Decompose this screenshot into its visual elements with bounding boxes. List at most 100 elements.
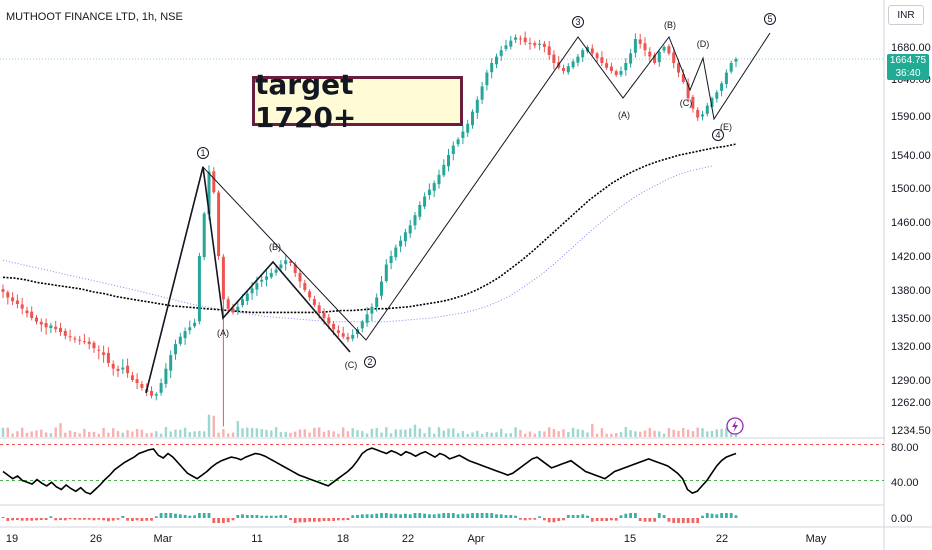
lightning-icon[interactable] xyxy=(726,417,744,435)
histogram-bar xyxy=(413,513,417,518)
volume-bar xyxy=(68,430,72,437)
volume-bar xyxy=(428,427,431,437)
histogram-bar xyxy=(183,515,187,518)
volume-bar xyxy=(519,430,522,437)
candle-body xyxy=(106,352,110,363)
candle-body xyxy=(648,51,652,57)
volume-bar xyxy=(389,433,393,437)
volume-bar xyxy=(576,429,580,437)
volume-bar xyxy=(595,433,599,437)
histogram-bar xyxy=(59,518,62,520)
candle-body xyxy=(236,306,240,311)
histogram-bar xyxy=(207,513,211,518)
last-price-value: 1664.75 xyxy=(889,55,927,66)
candle-body xyxy=(245,293,249,301)
volume-bar xyxy=(274,427,278,437)
histogram-bar xyxy=(480,513,484,518)
candle-body xyxy=(423,196,427,207)
histogram-bar xyxy=(586,515,589,518)
candle-body xyxy=(226,299,230,309)
histogram-bar xyxy=(63,518,67,521)
histogram-bar xyxy=(135,518,139,521)
candle-body xyxy=(35,317,38,322)
histogram-bar xyxy=(504,515,508,518)
wave-count-marker xyxy=(764,13,776,25)
wave-count-marker xyxy=(364,356,376,368)
candle-body xyxy=(269,273,273,278)
volume-bar xyxy=(64,432,67,437)
histogram-bar xyxy=(428,514,431,518)
histogram-bar xyxy=(145,518,149,521)
candle-body xyxy=(1,289,5,292)
candle-body xyxy=(456,139,460,145)
rsi-tick-label: 80.00 xyxy=(891,442,919,454)
histogram-bar xyxy=(432,514,436,518)
x-tick-label: Mar xyxy=(154,533,173,545)
volume-bar xyxy=(155,431,158,437)
volume-bar xyxy=(605,433,608,437)
volume-bar xyxy=(725,427,728,437)
volume-bar xyxy=(207,414,211,437)
currency-button[interactable]: INR xyxy=(888,5,924,25)
wave-label: (B) xyxy=(664,20,676,30)
histogram-bar xyxy=(370,514,374,518)
candle-body xyxy=(638,39,642,44)
volume-bar xyxy=(385,427,388,437)
volume-bar xyxy=(131,431,134,437)
histogram-bar xyxy=(571,515,575,518)
countdown-timer: 36:40 xyxy=(895,68,921,79)
histogram-bar xyxy=(332,518,335,521)
volume-bar xyxy=(682,428,685,437)
volume-bar xyxy=(581,429,584,437)
histogram-bar xyxy=(394,513,398,518)
candle-body xyxy=(442,164,446,176)
volume-bar xyxy=(193,431,196,437)
histogram-bar xyxy=(245,515,249,518)
volume-bar xyxy=(365,433,369,437)
candle-body xyxy=(274,269,278,273)
candle-body xyxy=(518,38,522,40)
histogram-bar xyxy=(44,518,48,520)
histogram-bar xyxy=(600,518,604,521)
candle-body xyxy=(332,323,336,330)
volume-bar xyxy=(543,431,546,437)
histogram-bar xyxy=(495,514,498,518)
candle-body xyxy=(710,98,714,107)
histogram-bar xyxy=(49,516,53,518)
candle-body xyxy=(600,57,604,63)
candle-body xyxy=(571,61,575,68)
histogram-bar xyxy=(547,518,551,523)
volume-bar xyxy=(1,427,5,437)
histogram-bar xyxy=(701,515,704,518)
candle-body xyxy=(188,327,192,331)
histogram-bar xyxy=(514,515,517,518)
candle-body xyxy=(696,109,700,118)
volume-bar xyxy=(308,432,311,437)
candle-body xyxy=(154,394,158,396)
histogram-bar xyxy=(35,518,38,521)
candle-body xyxy=(480,86,484,100)
histogram-bar xyxy=(250,515,254,518)
candle-body xyxy=(624,63,628,71)
y-tick-label: 1234.50 xyxy=(891,425,931,437)
volume-bar xyxy=(35,430,38,437)
histogram-bar xyxy=(610,518,613,521)
candle-body xyxy=(691,96,695,109)
volume-bar xyxy=(639,431,642,437)
volume-bars xyxy=(1,414,738,437)
histogram-bar xyxy=(423,513,426,518)
rsi-tick-label: 40.00 xyxy=(891,477,919,489)
y-tick-label: 1590.00 xyxy=(891,111,931,123)
histogram-bar xyxy=(260,515,264,518)
candle-body xyxy=(729,63,733,72)
volume-bar xyxy=(16,431,19,437)
histogram-bar xyxy=(418,513,422,518)
volume-bar xyxy=(21,427,24,437)
candle-body xyxy=(178,336,182,344)
candle-body xyxy=(523,37,527,43)
volume-bar xyxy=(313,427,316,437)
volume-bar xyxy=(471,432,474,437)
histogram-bar xyxy=(360,514,364,518)
volume-bar xyxy=(135,429,139,437)
histogram-bar xyxy=(126,518,129,521)
